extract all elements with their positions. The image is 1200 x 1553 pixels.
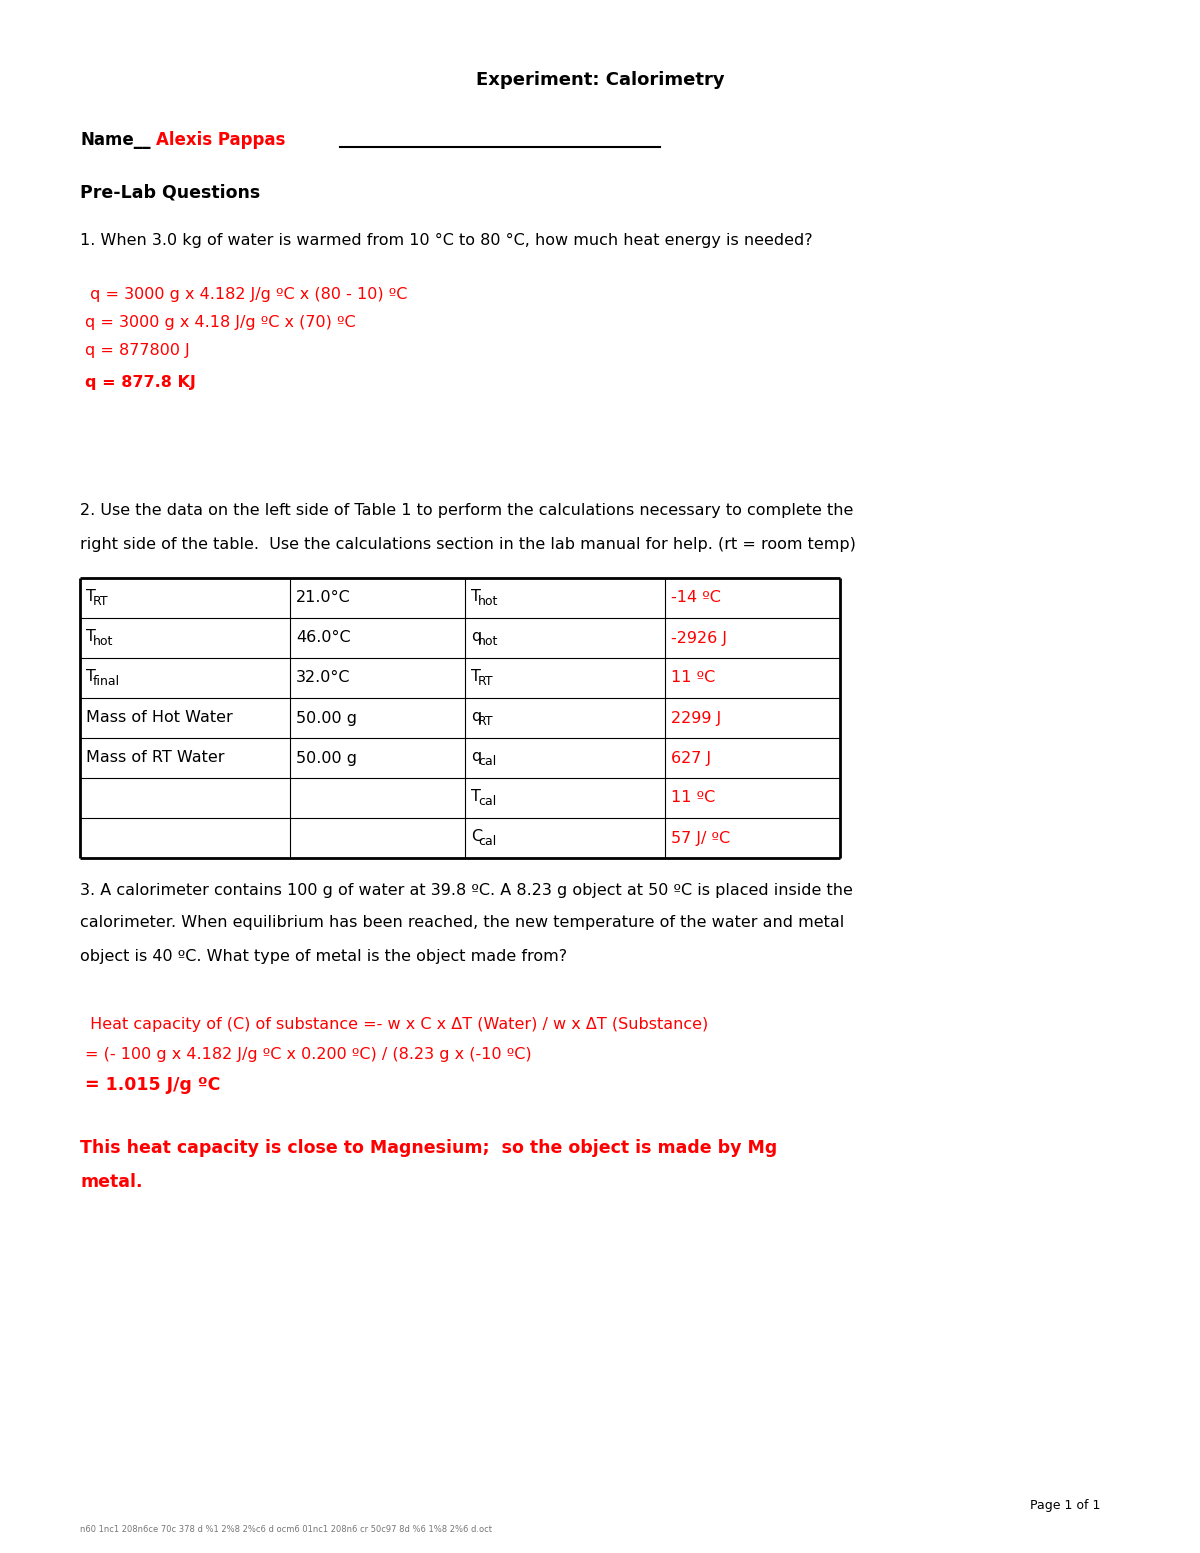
Text: q = 877800 J: q = 877800 J bbox=[85, 343, 190, 359]
Text: RT: RT bbox=[478, 714, 493, 728]
Text: T: T bbox=[470, 589, 481, 604]
Text: 3. A calorimeter contains 100 g of water at 39.8 ºC. A 8.23 g object at 50 ºC is: 3. A calorimeter contains 100 g of water… bbox=[80, 882, 853, 898]
Text: 2299 J: 2299 J bbox=[671, 711, 721, 725]
Text: 46.0°C: 46.0°C bbox=[296, 631, 350, 646]
Text: T: T bbox=[86, 669, 96, 683]
Text: Alexis Pappas: Alexis Pappas bbox=[156, 130, 286, 149]
Text: T: T bbox=[470, 789, 481, 804]
Text: 50.00 g: 50.00 g bbox=[296, 711, 358, 725]
Text: = (- 100 g x 4.182 J/g ºC x 0.200 ºC) / (8.23 g x (-10 ºC): = (- 100 g x 4.182 J/g ºC x 0.200 ºC) / … bbox=[85, 1048, 532, 1062]
Text: 2. Use the data on the left side of Table 1 to perform the calculations necessar: 2. Use the data on the left side of Tabl… bbox=[80, 503, 853, 517]
Text: RT: RT bbox=[478, 676, 493, 688]
Text: right side of the table.  Use the calculations section in the lab manual for hel: right side of the table. Use the calcula… bbox=[80, 537, 856, 553]
Text: 50.00 g: 50.00 g bbox=[296, 750, 358, 766]
Text: Heat capacity of (C) of substance =- w x C x ΔT (Water) / w x ΔT (Substance): Heat capacity of (C) of substance =- w x… bbox=[85, 1017, 708, 1033]
Text: 11 ºC: 11 ºC bbox=[671, 671, 715, 685]
Text: 21.0°C: 21.0°C bbox=[296, 590, 350, 606]
Text: C: C bbox=[470, 829, 482, 843]
Text: T: T bbox=[86, 629, 96, 644]
Text: q = 3000 g x 4.182 J/g ºC x (80 - 10) ºC: q = 3000 g x 4.182 J/g ºC x (80 - 10) ºC bbox=[85, 287, 407, 303]
Text: 57 J/ ºC: 57 J/ ºC bbox=[671, 831, 730, 845]
Text: cal: cal bbox=[478, 755, 497, 769]
Text: hot: hot bbox=[478, 595, 498, 609]
Text: cal: cal bbox=[478, 836, 497, 848]
Text: Mass of RT Water: Mass of RT Water bbox=[86, 750, 224, 766]
Text: = 1.015 J/g ºC: = 1.015 J/g ºC bbox=[85, 1076, 221, 1093]
Text: n60 1nc1 208n6ce 70c 378 d %1 2%8 2%c6 d ocm6 01nc1 208n6 cr 50c97 8d %6 1%8 2%6: n60 1nc1 208n6ce 70c 378 d %1 2%8 2%c6 d… bbox=[80, 1525, 492, 1534]
Text: Name__: Name__ bbox=[80, 130, 150, 149]
Text: 32.0°C: 32.0°C bbox=[296, 671, 350, 685]
Text: q = 3000 g x 4.18 J/g ºC x (70) ºC: q = 3000 g x 4.18 J/g ºC x (70) ºC bbox=[85, 315, 355, 331]
Text: q: q bbox=[470, 710, 481, 724]
Text: -14 ºC: -14 ºC bbox=[671, 590, 721, 606]
Text: Page 1 of 1: Page 1 of 1 bbox=[1030, 1499, 1100, 1511]
Text: calorimeter. When equilibrium has been reached, the new temperature of the water: calorimeter. When equilibrium has been r… bbox=[80, 916, 845, 930]
Text: metal.: metal. bbox=[80, 1173, 143, 1191]
Text: T: T bbox=[86, 589, 96, 604]
Text: 627 J: 627 J bbox=[671, 750, 712, 766]
Text: This heat capacity is close to Magnesium;  so the object is made by Mg: This heat capacity is close to Magnesium… bbox=[80, 1138, 778, 1157]
Text: T: T bbox=[470, 669, 481, 683]
Text: cal: cal bbox=[478, 795, 497, 808]
Text: hot: hot bbox=[478, 635, 498, 648]
Text: q: q bbox=[470, 749, 481, 764]
Text: Pre-Lab Questions: Pre-Lab Questions bbox=[80, 183, 260, 202]
Text: Experiment: Calorimetry: Experiment: Calorimetry bbox=[475, 71, 725, 89]
Text: -2926 J: -2926 J bbox=[671, 631, 727, 646]
Text: 11 ºC: 11 ºC bbox=[671, 790, 715, 806]
Text: final: final bbox=[94, 676, 120, 688]
Text: RT: RT bbox=[94, 595, 109, 609]
Text: 1. When 3.0 kg of water is warmed from 10 °C to 80 °C, how much heat energy is n: 1. When 3.0 kg of water is warmed from 1… bbox=[80, 233, 812, 247]
Text: q: q bbox=[470, 629, 481, 644]
Text: q = 877.8 KJ: q = 877.8 KJ bbox=[85, 374, 196, 390]
Text: object is 40 ºC. What type of metal is the object made from?: object is 40 ºC. What type of metal is t… bbox=[80, 949, 568, 963]
Text: hot: hot bbox=[94, 635, 114, 648]
Text: Mass of Hot Water: Mass of Hot Water bbox=[86, 711, 233, 725]
